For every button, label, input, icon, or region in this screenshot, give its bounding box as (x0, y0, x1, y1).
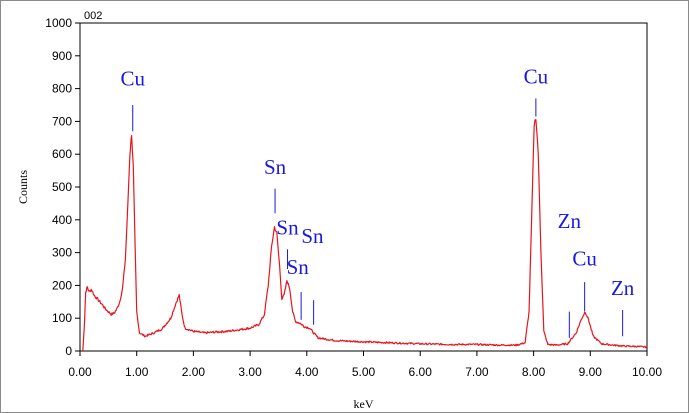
x-tick-label: 4.00 (295, 365, 319, 379)
peak-label: Sn (287, 255, 310, 279)
x-axis: 0.00 1.00 2.00 3.00 4.00 5.00 6.00 7.00 8.00 9.00… (68, 351, 662, 379)
y-axis: 0 100 200 300 400 500 600 700 800 900 1000 (45, 16, 80, 358)
y-tick-label: 600 (52, 147, 72, 161)
x-tick-label: 9.00 (579, 365, 603, 379)
y-tick-label: 200 (52, 278, 72, 292)
y-tick-label: 500 (52, 180, 72, 194)
peak-label: Cu (120, 66, 145, 90)
y-tick-label: 900 (52, 49, 72, 63)
x-tick-label: 3.00 (238, 365, 262, 379)
x-tick-label: 2.00 (182, 365, 206, 379)
peak-label: Sn (264, 155, 287, 179)
x-tick-label: 8.00 (522, 365, 546, 379)
x-tick-label: 10.00 (632, 365, 662, 379)
x-tick-label: 0.00 (68, 365, 92, 379)
x-tick-label: 6.00 (409, 365, 433, 379)
peak-markers (132, 98, 624, 338)
peak-label: Sn (301, 224, 324, 248)
y-axis-title: Counts (16, 170, 30, 204)
peak-label: Sn (276, 216, 299, 240)
plot-area (79, 22, 648, 352)
y-tick-label: 100 (52, 311, 72, 325)
y-tick-label: 700 (52, 114, 72, 128)
spectrum-line (82, 119, 648, 352)
x-tick-label: 1.00 (125, 365, 149, 379)
peak-label: Zn (611, 276, 635, 300)
y-tick-label: 300 (52, 246, 72, 260)
y-tick-label: 0 (65, 344, 72, 358)
y-tick-label: 800 (52, 82, 72, 96)
x-tick-label: 5.00 (352, 365, 376, 379)
x-axis-title: keV (354, 397, 374, 411)
peak-label: Cu (572, 247, 597, 271)
corner-label: 002 (84, 10, 102, 22)
y-tick-label: 1000 (45, 16, 72, 30)
peak-label: Cu (524, 65, 549, 89)
x-tick-label: 7.00 (465, 365, 489, 379)
y-tick-label: 400 (52, 213, 72, 227)
peak-label: Zn (558, 209, 582, 233)
